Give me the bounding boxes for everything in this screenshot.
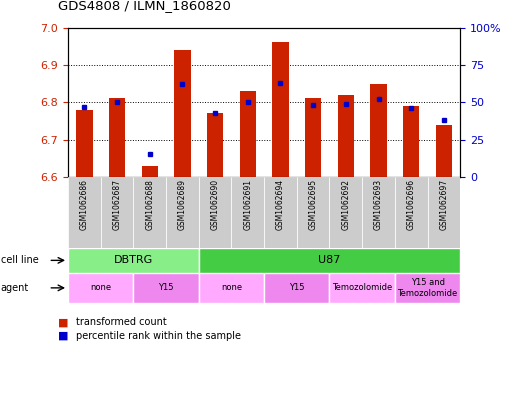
Text: Y15: Y15: [158, 283, 174, 292]
Text: GSM1062694: GSM1062694: [276, 179, 285, 230]
Bar: [329, 273, 395, 303]
Text: GSM1062696: GSM1062696: [407, 179, 416, 230]
Text: GDS4808 / ILMN_1860820: GDS4808 / ILMN_1860820: [58, 0, 231, 12]
Bar: [68, 177, 100, 248]
Bar: [68, 248, 199, 273]
Bar: [207, 114, 223, 177]
Text: GSM1062695: GSM1062695: [309, 179, 317, 230]
Bar: [199, 177, 231, 248]
Text: GSM1062690: GSM1062690: [211, 179, 220, 230]
Bar: [68, 273, 133, 303]
Bar: [109, 99, 125, 177]
Bar: [174, 50, 190, 177]
Text: GSM1062688: GSM1062688: [145, 179, 154, 230]
Text: agent: agent: [1, 283, 29, 293]
Text: cell line: cell line: [1, 255, 38, 265]
Text: Y15: Y15: [289, 283, 304, 292]
Text: GSM1062686: GSM1062686: [80, 179, 89, 230]
Bar: [272, 42, 289, 177]
Bar: [395, 177, 428, 248]
Bar: [305, 99, 321, 177]
Bar: [264, 273, 329, 303]
Text: none: none: [221, 283, 242, 292]
Text: transformed count: transformed count: [76, 317, 167, 327]
Bar: [240, 91, 256, 177]
Text: Temozolomide: Temozolomide: [332, 283, 392, 292]
Text: ■: ■: [58, 331, 68, 341]
Bar: [297, 177, 329, 248]
Bar: [199, 248, 460, 273]
Text: GSM1062689: GSM1062689: [178, 179, 187, 230]
Bar: [142, 166, 158, 177]
Bar: [133, 177, 166, 248]
Text: Y15 and
Temozolomide: Y15 and Temozolomide: [397, 278, 458, 298]
Bar: [76, 110, 93, 177]
Text: GSM1062687: GSM1062687: [112, 179, 121, 230]
Text: GSM1062691: GSM1062691: [243, 179, 252, 230]
Text: GSM1062693: GSM1062693: [374, 179, 383, 230]
Text: percentile rank within the sample: percentile rank within the sample: [76, 331, 241, 341]
Bar: [436, 125, 452, 177]
Bar: [362, 177, 395, 248]
Text: none: none: [90, 283, 111, 292]
Text: GSM1062692: GSM1062692: [342, 179, 350, 230]
Bar: [329, 177, 362, 248]
Bar: [395, 273, 460, 303]
Bar: [100, 177, 133, 248]
Text: GSM1062697: GSM1062697: [439, 179, 448, 230]
Bar: [428, 177, 460, 248]
Text: DBTRG: DBTRG: [113, 255, 153, 265]
Text: ■: ■: [58, 317, 68, 327]
Bar: [199, 273, 264, 303]
Text: U87: U87: [319, 255, 340, 265]
Bar: [133, 273, 199, 303]
Bar: [403, 106, 419, 177]
Bar: [166, 177, 199, 248]
Bar: [370, 84, 386, 177]
Bar: [231, 177, 264, 248]
Bar: [264, 177, 297, 248]
Bar: [338, 95, 354, 177]
